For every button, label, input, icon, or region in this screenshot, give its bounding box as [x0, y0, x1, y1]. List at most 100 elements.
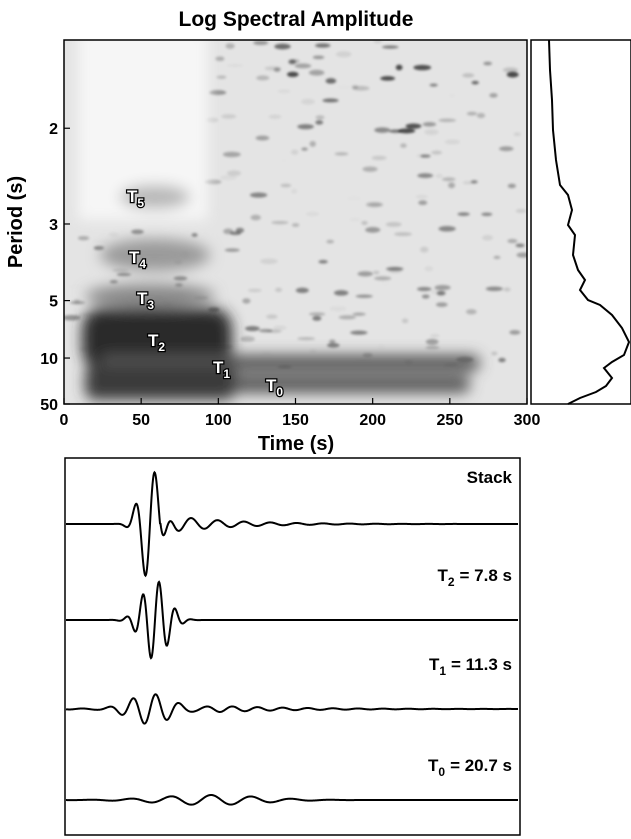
speckle	[425, 338, 439, 345]
speckle	[222, 151, 241, 158]
spectrogram-image	[64, 40, 527, 404]
annotation: T0	[266, 376, 283, 399]
waveform-label: T1 = 11.3 s	[429, 655, 512, 678]
speckle	[386, 266, 404, 271]
speckle	[352, 312, 366, 316]
speckle	[273, 325, 287, 331]
speckle	[493, 255, 501, 259]
speckle	[438, 118, 456, 123]
label-symbol: T	[437, 566, 448, 585]
speckle	[349, 218, 361, 222]
speckle	[334, 152, 349, 156]
speckle	[250, 214, 261, 221]
speckle	[515, 209, 527, 213]
speckle	[333, 290, 349, 296]
label-text: = 20.7 s	[450, 756, 512, 775]
speckle	[259, 328, 273, 333]
speckle	[507, 183, 516, 189]
speckle	[373, 270, 380, 275]
speckle	[334, 256, 346, 259]
speckle	[415, 195, 428, 199]
annotation: T5	[127, 187, 144, 210]
speckle	[436, 291, 446, 296]
speckle	[312, 316, 322, 321]
annotation-subscript: 3	[147, 298, 154, 312]
label-subscript: 2	[448, 575, 455, 589]
label-symbol: T	[429, 655, 440, 674]
speckle	[374, 127, 391, 133]
speckle	[275, 287, 282, 292]
speckle	[462, 181, 474, 185]
speckle	[247, 288, 262, 293]
speckle	[286, 71, 299, 78]
speckle	[301, 98, 315, 105]
speckle	[309, 140, 316, 147]
y-tick-label: 5	[49, 294, 58, 311]
speckle	[471, 80, 479, 85]
speckle	[483, 61, 492, 66]
speckle	[457, 212, 470, 216]
speckle	[481, 212, 493, 216]
annotation-symbol: T	[266, 376, 277, 395]
speckle	[431, 150, 442, 155]
speckle	[448, 182, 456, 189]
speckle	[466, 111, 478, 116]
speckle	[318, 259, 328, 264]
speckle	[245, 325, 260, 332]
speckle	[112, 268, 129, 272]
y-axis-label: Period (s)	[5, 176, 27, 268]
waveform	[65, 693, 519, 725]
speckle	[381, 280, 390, 286]
x-tick-label: 50	[132, 412, 150, 429]
speckle	[444, 139, 460, 145]
speckle	[491, 351, 498, 356]
waveform	[66, 580, 518, 660]
speckle	[280, 158, 287, 162]
side-panel	[530, 39, 631, 405]
speckle	[435, 302, 448, 307]
speckle	[295, 287, 309, 293]
speckle	[223, 228, 234, 235]
speckle	[515, 243, 525, 248]
speckle	[291, 149, 299, 155]
speckle	[216, 75, 227, 79]
annotation: T3	[137, 289, 154, 312]
x-tick-label: 0	[60, 412, 69, 429]
speckle	[509, 330, 521, 335]
speckle	[485, 286, 503, 291]
speckle	[430, 334, 440, 338]
speckle	[215, 56, 225, 61]
speckle	[382, 45, 399, 49]
speckle	[413, 64, 432, 71]
speckle	[337, 85, 351, 90]
speckle	[221, 114, 237, 119]
speckle	[239, 68, 251, 72]
annotation: T1	[213, 358, 230, 381]
annotation-subscript: 2	[158, 340, 165, 354]
label-subscript: 0	[438, 765, 445, 779]
speckle	[422, 122, 437, 127]
speckle	[204, 179, 222, 185]
waveform-panel	[64, 457, 521, 836]
x-axis-label: Time (s)	[258, 433, 334, 455]
speckle	[466, 309, 477, 315]
speckle	[256, 75, 270, 81]
speckle	[449, 94, 455, 97]
speckle	[400, 143, 407, 148]
speckle	[264, 66, 282, 71]
speckle	[374, 276, 392, 281]
spectrum-curve	[548, 39, 631, 405]
speckle	[377, 344, 385, 349]
annotation-subscript: 5	[137, 196, 144, 210]
speckle	[308, 69, 325, 76]
speckle	[312, 55, 325, 60]
speckle	[291, 223, 300, 227]
waveform-label: T0 = 20.7 s	[428, 756, 512, 779]
speckle	[462, 73, 475, 78]
speckle	[424, 129, 439, 135]
speckle	[503, 67, 518, 73]
x-tick-label: 100	[205, 412, 232, 429]
speckle	[401, 318, 409, 324]
annotation-symbol: T	[213, 358, 224, 377]
speckle	[64, 314, 81, 321]
